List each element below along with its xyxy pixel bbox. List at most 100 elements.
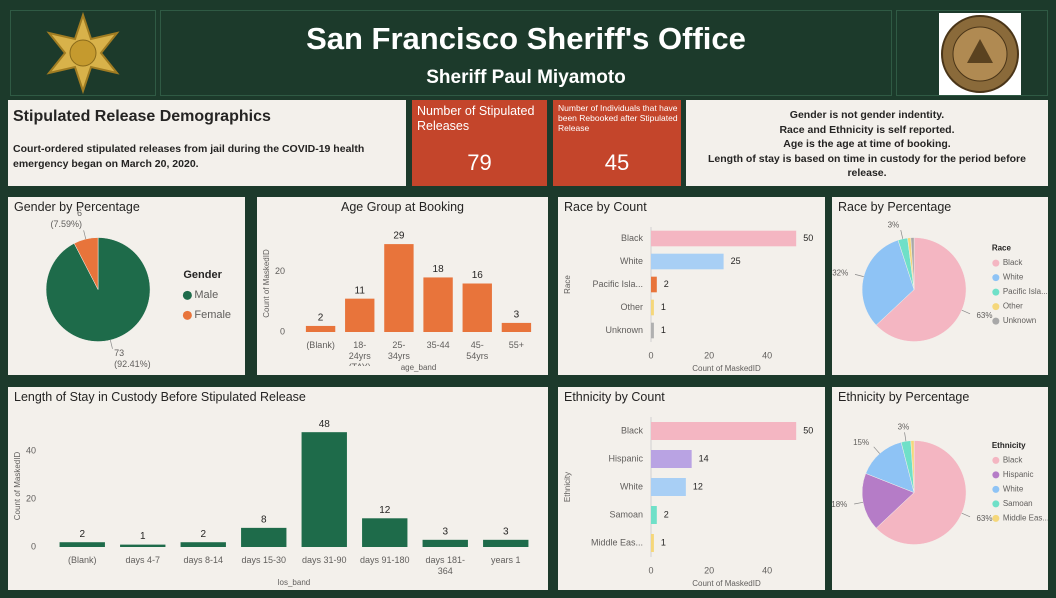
chart-panel: 63% 18% 15% 3% Ethnicity Black Hispanic White Sa… <box>832 387 1048 590</box>
data-label: 29 <box>393 231 405 242</box>
legend-label: White <box>1003 273 1024 282</box>
bar <box>301 432 347 547</box>
chart-panel: 63% 32% 3% Race Black White Pacific Isla... Oth… <box>832 197 1048 375</box>
seal-box <box>896 10 1048 96</box>
note-line: Length of stay is based on time in custo… <box>708 152 1026 180</box>
data-label: 6 <box>77 208 82 218</box>
bar <box>651 478 686 496</box>
bar <box>462 283 492 332</box>
sheriff-star <box>46 11 120 95</box>
legend-swatch <box>992 303 1000 311</box>
x-tick-label: 20 <box>704 350 714 360</box>
bar <box>362 518 408 547</box>
x-tick-box: days 8-14 <box>183 555 223 565</box>
y-axis-title: Count of MaskedID <box>13 452 22 521</box>
x-tick-box: 18-24yrs (TAY) <box>348 340 371 366</box>
x-tick-label: years 1 <box>490 555 521 565</box>
x-tick-label: days 15-30 <box>241 555 287 565</box>
chart-panel: 0 20 40 Count of MaskedID 2 (Blank) 1 days 4-7 2… <box>8 387 548 590</box>
pie-slice <box>865 441 915 493</box>
percent-label: (92.41%) <box>114 359 151 369</box>
y-tick-label: Black <box>621 233 644 243</box>
data-label: 18 <box>433 264 445 275</box>
data-label: 32% <box>832 268 848 277</box>
data-label: 3 <box>442 526 448 537</box>
leader-line <box>110 340 113 349</box>
card-value: 45 <box>604 150 630 175</box>
x-tick-box: 55+ <box>509 340 524 350</box>
x-tick-box: 35-44 <box>427 340 450 350</box>
chart-panel: 73 (92.41%) 6 (7.59%) Gender Male Female Gender… <box>8 197 245 375</box>
x-tick-box: (Blank) <box>67 555 97 565</box>
y-tick-label: 40 <box>26 446 36 456</box>
legend-label: Black <box>1003 455 1024 464</box>
x-tick-label: (Blank) <box>67 555 97 565</box>
legend-label: White <box>1003 484 1024 493</box>
chart-title: Length of Stay in Custody Before Stipula… <box>14 390 306 404</box>
header-subtitle: Sheriff Paul Miyamoto <box>426 67 626 88</box>
pie-slice <box>910 237 915 290</box>
x-axis-title: age_band <box>401 363 437 372</box>
x-tick-label: 18-24yrs (TAY) <box>348 340 371 366</box>
data-label: 14 <box>699 453 709 463</box>
y-tick-label: 20 <box>26 494 36 504</box>
legend-swatch <box>992 288 1000 296</box>
y-tick-label: Unknown <box>605 325 643 335</box>
data-label: 2 <box>79 529 85 540</box>
y-tick-label: 20 <box>275 266 285 276</box>
x-tick-box: 45-54yrs <box>466 340 489 361</box>
chart: 0 20 40 Count of MaskedID 2 (Blank) 1 days 4-7 2… <box>13 419 529 587</box>
x-tick-label: 45-54yrs <box>466 340 489 361</box>
bar <box>651 422 797 440</box>
legend-swatch <box>992 485 1000 493</box>
chart-title: Gender by Percentage <box>14 200 140 214</box>
y-axis-title: Ethnicity <box>563 472 572 502</box>
pie-slice <box>861 239 915 326</box>
data-label: 12 <box>379 505 391 516</box>
bar <box>651 506 657 524</box>
data-label: 15% <box>853 438 869 447</box>
legend-swatch <box>182 290 192 300</box>
legend-title: Ethnicity <box>992 441 1026 450</box>
y-tick-label: White <box>620 256 643 266</box>
pie-slice <box>861 473 915 529</box>
x-tick-label: 20 <box>704 565 714 575</box>
data-label: 3% <box>898 422 910 431</box>
data-label: 18% <box>832 500 847 509</box>
chart: 63% 18% 15% 3% Ethnicity Black Hispanic White Sa… <box>832 422 1048 545</box>
pie-slice <box>910 440 915 493</box>
bar <box>180 542 226 547</box>
x-tick-label: 25-34yrs <box>387 340 410 361</box>
chart: 0 20 Count of MaskedID 2 (Blank) 11 18-24yrs (… <box>262 231 532 372</box>
note-line: Race and Ethnicity is self reported. <box>779 123 955 136</box>
data-label: 2 <box>200 529 206 540</box>
bar <box>651 276 657 293</box>
y-tick-label: Middle Eas... <box>591 537 643 547</box>
header <box>8 8 1048 96</box>
x-tick-label: 40 <box>762 565 772 575</box>
data-label: 16 <box>472 270 484 281</box>
legend-label: Unknown <box>1003 316 1036 325</box>
bar <box>651 322 654 339</box>
data-label: 11 <box>355 285 366 296</box>
y-axis-title: Count of MaskedID <box>262 249 271 318</box>
leader-line <box>961 512 971 518</box>
chart-panel: 0 20 40 Count of MaskedID Ethnicity Black 50 Hi… <box>558 387 825 590</box>
y-tick-label: 0 <box>31 541 36 551</box>
x-tick-label: days 31-90 <box>301 555 347 565</box>
data-label: 63% <box>976 311 992 320</box>
bar <box>651 253 724 270</box>
header-title: San Francisco Sheriff's Office <box>306 21 746 56</box>
legend-label: Male <box>194 289 218 301</box>
y-tick-label: Samoan <box>609 509 643 519</box>
x-tick-label: (Blank) <box>306 340 335 350</box>
notes-panel: Gender is not gender indentity. Race and … <box>686 100 1048 186</box>
bar <box>120 544 166 547</box>
data-label: 3 <box>514 310 520 321</box>
chart-title: Age Group at Booking <box>341 200 464 214</box>
y-tick-label: Hispanic <box>608 453 643 463</box>
legend-label: Samoan <box>1003 499 1033 508</box>
